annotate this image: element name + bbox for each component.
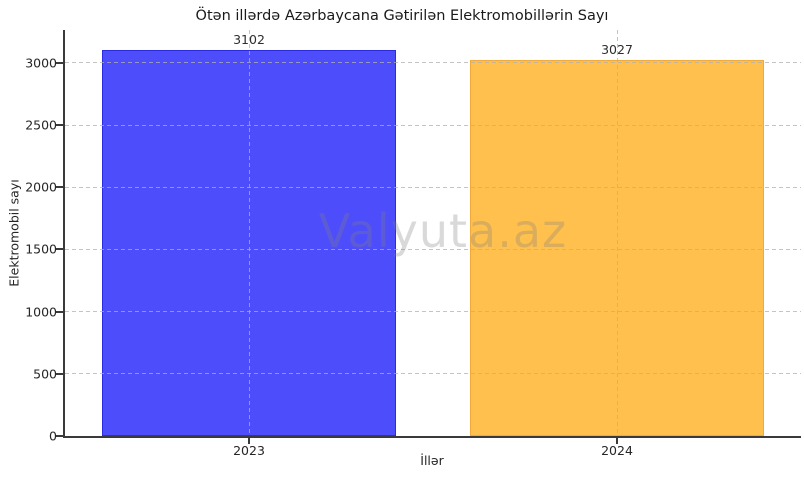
x-axis-label: İllər: [420, 453, 444, 468]
y-tick-mark: [56, 124, 63, 127]
y-tick-mark: [56, 186, 63, 189]
x-tick-mark: [248, 436, 250, 444]
y-tick-label: 3000: [25, 55, 57, 71]
x-gridline: [616, 30, 618, 436]
y-tick-mark: [56, 310, 63, 313]
y-tick-mark: [56, 248, 63, 251]
y-tick-label: 1500: [25, 241, 57, 257]
bar-value-label: 3102: [233, 32, 265, 48]
watermark-text: Valyuta.az: [318, 204, 568, 258]
y-tick-mark: [56, 61, 63, 64]
x-tick-mark: [616, 436, 618, 444]
x-tick-label: 2023: [233, 443, 265, 458]
y-tick-label: 0: [49, 428, 57, 444]
y-tick-label: 2500: [25, 117, 57, 133]
y-gridline: [65, 124, 801, 126]
bar-value-label: 3027: [601, 41, 633, 57]
y-tick-label: 1000: [25, 304, 57, 320]
y-gridline: [65, 373, 801, 375]
y-gridline: [65, 311, 801, 313]
y-tick-label: 500: [33, 366, 57, 382]
x-tick-label: 2024: [601, 443, 633, 458]
y-tick-label: 2000: [25, 179, 57, 195]
chart-title: Ötən illərdə Azərbaycana Gətirilən Elekt…: [195, 8, 609, 24]
y-gridline: [65, 186, 801, 188]
plot-area: 0 500 1000 1500 2000 2500 3000 2023 3102 2024 3027: [25, 30, 801, 458]
y-tick-mark: [56, 435, 63, 437]
y-gridline: [65, 62, 801, 64]
y-gridline: [65, 248, 801, 250]
x-gridline: [248, 30, 250, 436]
y-tick-mark: [56, 372, 63, 375]
y-axis-label: Elektromobil sayı: [6, 179, 22, 287]
